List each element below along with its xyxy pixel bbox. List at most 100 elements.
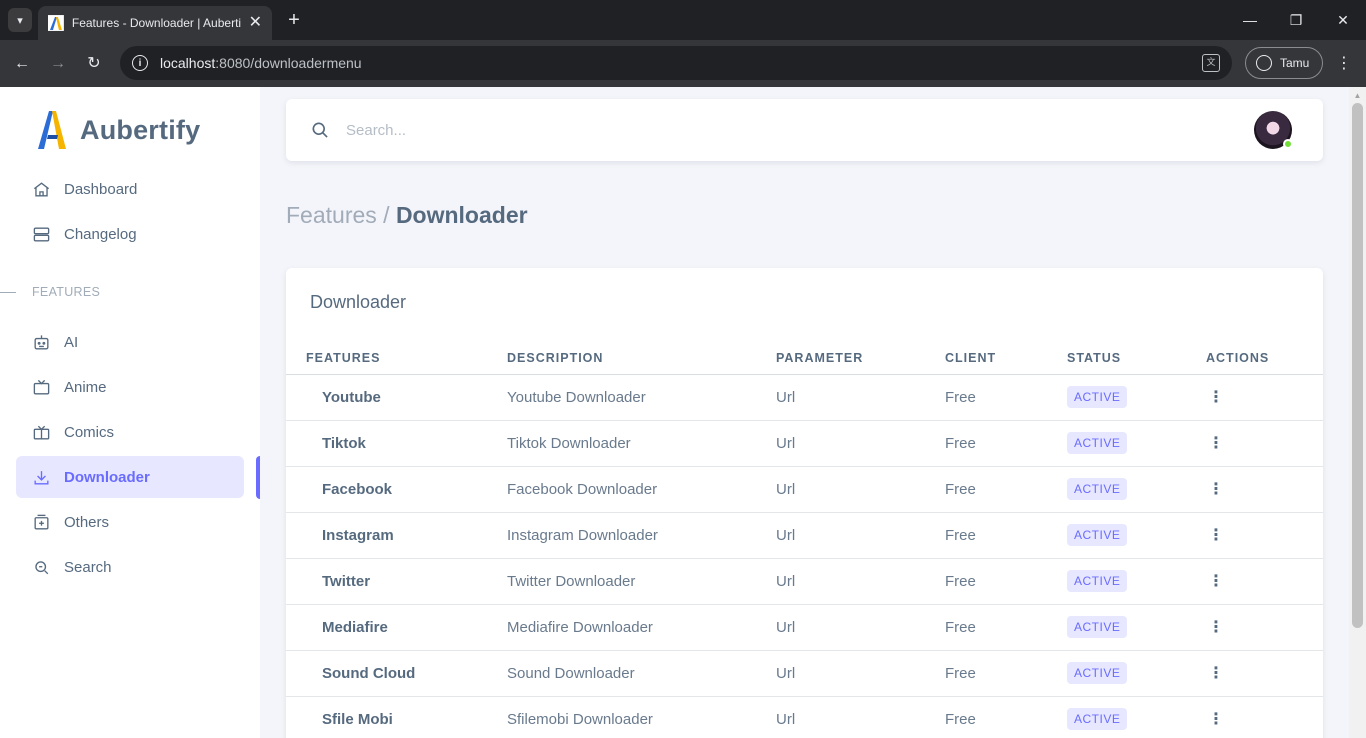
download-icon (34, 470, 49, 485)
status-badge: ACTIVE (1067, 708, 1128, 730)
breadcrumb: Features / Downloader (286, 202, 528, 229)
column-header-actions: ACTIONS (1206, 342, 1323, 375)
status-badge: ACTIVE (1067, 432, 1128, 454)
section-divider (0, 292, 16, 293)
tv-icon (33, 379, 50, 395)
feature-client: Free (945, 374, 1067, 421)
translate-icon[interactable]: 文 (1202, 54, 1220, 72)
sidebar-item-label: AI (64, 333, 79, 351)
more-actions-icon[interactable]: ⋮ (1208, 710, 1224, 728)
status-badge: ACTIVE (1067, 662, 1128, 684)
scroll-up-icon[interactable]: ▲ (1353, 91, 1362, 100)
back-icon[interactable]: ← (14, 55, 30, 72)
more-actions-icon[interactable]: ⋮ (1208, 388, 1224, 406)
sidebar-item-dashboard[interactable]: Dashboard (16, 168, 244, 210)
more-actions-icon[interactable]: ⋮ (1208, 480, 1224, 498)
status-badge: ACTIVE (1067, 616, 1128, 638)
feature-client: Free (945, 558, 1067, 605)
breadcrumb-current: Downloader (395, 202, 528, 228)
reload-icon[interactable]: ↻ (87, 55, 101, 72)
window-close-icon[interactable]: ✕ (1337, 12, 1349, 28)
forward-icon[interactable]: → (50, 55, 66, 72)
avatar[interactable] (1254, 111, 1293, 149)
table-row: Twitter Twitter Downloader Url Free ACTI… (286, 558, 1323, 605)
table-row: Mediafire Mediafire Downloader Url Free … (286, 604, 1323, 651)
feature-parameter: Url (776, 650, 945, 697)
card-title: Downloader (310, 292, 407, 312)
browser-tab-bar: ▾ Features - Downloader | Aubertify ✕ + … (0, 0, 1366, 40)
search-icon (312, 122, 328, 138)
table-row: Sfile Mobi Sfilemobi Downloader Url Free… (286, 696, 1323, 738)
person-icon (1256, 55, 1272, 71)
aubertify-logo-icon (38, 111, 66, 149)
more-actions-icon[interactable]: ⋮ (1208, 664, 1224, 682)
column-header-parameter: PARAMETER (776, 342, 945, 375)
more-actions-icon[interactable]: ⋮ (1208, 618, 1224, 636)
feature-parameter: Url (776, 604, 945, 651)
column-header-status: STATUS (1067, 342, 1206, 375)
url-field[interactable]: i localhost:8080/downloadermenu 文 (120, 46, 1232, 80)
table-header-row: FEATURES DESCRIPTION PARAMETER CLIENT ST… (286, 342, 1323, 375)
feature-description: Twitter Downloader (507, 558, 776, 605)
home-icon (33, 181, 50, 197)
feature-description: Youtube Downloader (507, 374, 776, 421)
url-text: localhost:8080/downloadermenu (160, 55, 362, 71)
feature-name: Sfile Mobi (286, 696, 507, 738)
sidebar-item-label: Search (64, 558, 112, 576)
feature-client: Free (945, 466, 1067, 513)
tab-search-chevron-icon[interactable]: ▾ (8, 8, 32, 32)
downloader-card: Downloader FEATURES DESCRIPTION PARAMETE… (286, 268, 1323, 738)
feature-parameter: Url (776, 696, 945, 738)
sidebar-item-others[interactable]: Others (16, 501, 244, 543)
feature-description: Instagram Downloader (507, 512, 776, 559)
robot-icon (34, 334, 49, 350)
feature-name: Youtube (286, 374, 507, 421)
sidebar-item-label: Others (64, 513, 110, 531)
tab-close-icon[interactable]: ✕ (248, 14, 262, 31)
new-tab-button[interactable]: + (288, 9, 300, 31)
table-row: Youtube Youtube Downloader Url Free ACTI… (286, 374, 1323, 421)
scrollbar-thumb[interactable] (1352, 103, 1363, 628)
sidebar-item-label: Dashboard (64, 180, 138, 198)
feature-name: Sound Cloud (286, 650, 507, 697)
search-input[interactable] (346, 117, 846, 143)
feature-description: Facebook Downloader (507, 466, 776, 513)
brand-name: Aubertify (80, 114, 201, 145)
table-row: Instagram Instagram Downloader Url Free … (286, 512, 1323, 559)
search-icon (35, 560, 49, 574)
sidebar-item-anime[interactable]: Anime (16, 366, 244, 408)
restore-icon[interactable]: ❐ (1289, 12, 1303, 28)
browser-tab[interactable]: Features - Downloader | Aubertify ✕ (38, 6, 272, 40)
feature-client: Free (945, 650, 1067, 697)
feature-parameter: Url (776, 420, 945, 467)
more-actions-icon[interactable]: ⋮ (1208, 572, 1224, 590)
feature-description: Sound Downloader (507, 650, 776, 697)
browser-menu-icon[interactable]: ⋮ (1336, 55, 1352, 72)
sidebar-item-search[interactable]: Search (16, 546, 244, 588)
online-status-dot (1283, 139, 1293, 149)
feature-description: Tiktok Downloader (507, 420, 776, 467)
sidebar-item-label: Comics (64, 423, 115, 441)
feature-client: Free (945, 696, 1067, 738)
more-actions-icon[interactable]: ⋮ (1208, 434, 1224, 452)
feature-client: Free (945, 604, 1067, 651)
sidebar-item-ai[interactable]: AI (16, 321, 244, 363)
brand[interactable]: Aubertify (36, 109, 200, 151)
features-table: FEATURES DESCRIPTION PARAMETER CLIENT ST… (286, 342, 1323, 738)
sidebar-item-comics[interactable]: Comics (16, 411, 244, 453)
feature-client: Free (945, 512, 1067, 559)
profile-button[interactable]: Tamu (1245, 47, 1323, 79)
table-row: Facebook Facebook Downloader Url Free AC… (286, 466, 1323, 513)
server-icon (33, 226, 50, 242)
sidebar-item-changelog[interactable]: Changelog (16, 213, 244, 255)
site-info-icon[interactable]: i (132, 55, 148, 71)
page: Aubertify Dashboard Changelog FEATURES A… (0, 87, 1366, 738)
column-header-features: FEATURES (286, 342, 507, 375)
sidebar-item-downloader[interactable]: Downloader (16, 456, 244, 498)
more-actions-icon[interactable]: ⋮ (1208, 526, 1224, 544)
profile-label: Tamu (1280, 56, 1310, 70)
plus-box-icon (34, 514, 49, 530)
sidebar-item-label: Anime (64, 378, 107, 396)
minimize-icon[interactable]: — (1243, 12, 1257, 28)
feature-client: Free (945, 420, 1067, 467)
